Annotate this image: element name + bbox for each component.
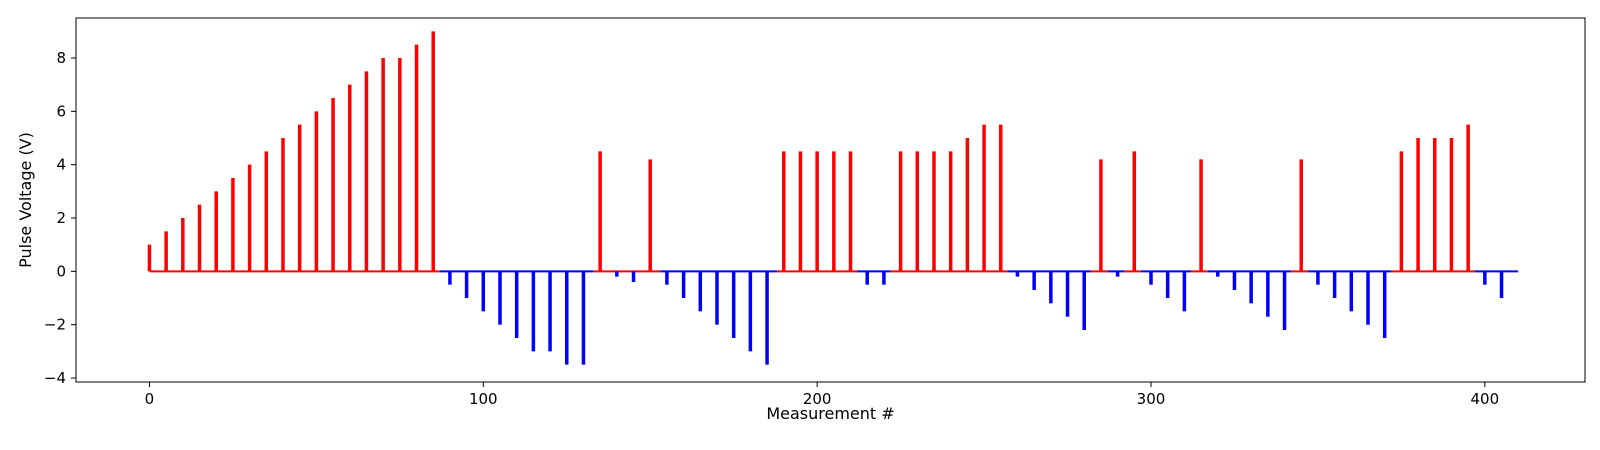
y-tick-label: 2 bbox=[56, 209, 66, 227]
bars-layer bbox=[147, 31, 1504, 365]
x-tick-label: 400 bbox=[1471, 390, 1500, 408]
x-axis-label: Measurement # bbox=[766, 404, 894, 423]
plot-frame bbox=[75, 17, 1586, 383]
y-tick-label: −2 bbox=[44, 316, 66, 334]
y-tick-label: 4 bbox=[56, 156, 66, 174]
x-tick-label: 300 bbox=[1137, 390, 1166, 408]
y-axis: −4 −2 0 2 4 6 8 bbox=[44, 49, 76, 387]
x-axis: 0 100 200 300 400 bbox=[145, 382, 1499, 408]
y-tick-label: 6 bbox=[56, 102, 66, 120]
x-tick-label: 100 bbox=[469, 390, 498, 408]
y-axis-label: Pulse Voltage (V) bbox=[16, 132, 35, 268]
y-tick-label: 8 bbox=[56, 49, 66, 67]
x-tick-label: 200 bbox=[803, 390, 832, 408]
x-tick-label: 0 bbox=[145, 390, 155, 408]
y-tick-label: −4 bbox=[44, 369, 66, 387]
y-tick-label: 0 bbox=[56, 262, 66, 280]
